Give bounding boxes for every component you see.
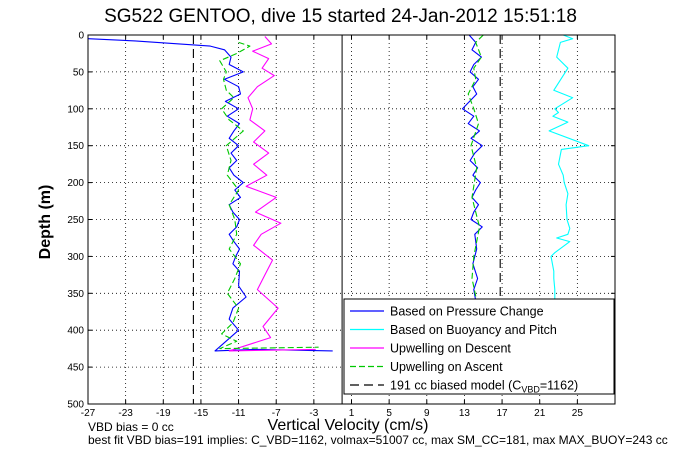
series-line-2-segment-0 — [228, 36, 316, 352]
x-tick-label: -19 — [156, 408, 171, 419]
x-tick-label: 17 — [497, 408, 509, 419]
chart-title: SG522 GENTOO, dive 15 started 24-Jan-201… — [104, 6, 577, 27]
x-tick-label: 5 — [386, 408, 392, 419]
y-tick-label: 400 — [67, 326, 84, 337]
legend-entry-label: 191 cc biased model (CVBD=1162) — [390, 379, 578, 395]
y-tick-label: 200 — [67, 178, 84, 189]
y-tick-label: 300 — [67, 252, 84, 263]
x-tick-label: -7 — [272, 408, 281, 419]
x-tick-label: 21 — [534, 408, 546, 419]
x-tick-label: -23 — [118, 408, 133, 419]
series-line-0-segment-0 — [87, 38, 333, 352]
axes: -27 -23 -19 -15 -11 -7 -3 1 5 9 13 17 21 250501001502… — [67, 31, 616, 419]
y-tick-label: 150 — [67, 141, 84, 152]
footer-line-1: VBD bias = 0 cc — [88, 420, 174, 434]
x-tick-label: -11 — [232, 408, 246, 419]
y-tick-label: 0 — [78, 31, 84, 42]
y-tick-label: 350 — [67, 289, 84, 300]
y-tick-label: 50 — [73, 67, 85, 78]
legend-entry-label: Based on Buoyancy and Pitch — [390, 323, 557, 337]
legend-entry-label: Upwelling on Ascent — [390, 360, 503, 374]
y-tick-label: 500 — [67, 400, 84, 411]
x-axis-label: Vertical Velocity (cm/s) — [267, 417, 429, 434]
y-tick-label: 450 — [67, 363, 84, 374]
legend-entry-label: Upwelling on Descent — [390, 342, 511, 356]
series-line-1-segment-0 — [548, 34, 590, 301]
series-lines — [87, 34, 590, 404]
series-line-3-segment-1 — [467, 34, 484, 301]
x-tick-label: 1 — [349, 408, 355, 419]
series-line-3-segment-0 — [219, 41, 319, 350]
legend-entry-label: Based on Pressure Change — [390, 305, 544, 319]
series-line-0-segment-1 — [461, 34, 483, 301]
legend: Based on Pressure Change Based on Buoyanc… — [343, 298, 615, 395]
y-tick-label: 250 — [67, 215, 84, 226]
x-tick-label: 9 — [424, 408, 430, 419]
footer-line-2: best fit VBD bias=191 implies: C_VBD=116… — [88, 433, 668, 447]
x-tick-label: 25 — [572, 408, 584, 419]
x-tick-label: -27 — [81, 408, 96, 419]
legend-box — [343, 298, 615, 395]
x-tick-label: 13 — [459, 408, 471, 419]
x-tick-label: -15 — [194, 408, 209, 419]
x-tick-label: -3 — [309, 408, 318, 419]
y-tick-label: 100 — [67, 104, 84, 115]
